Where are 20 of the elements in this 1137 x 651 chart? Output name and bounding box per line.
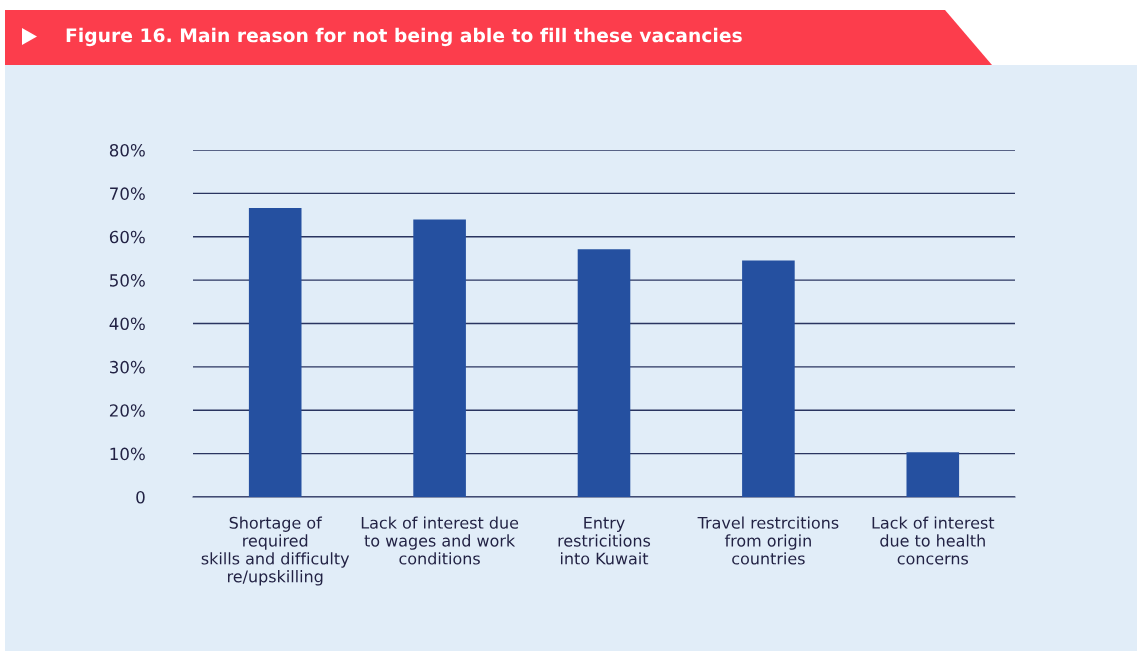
y-tick-label: 70% [110, 187, 145, 200]
x-tick-label: Shortage of required skills and difficulty re/upskilling [201, 516, 350, 586]
y-tick-label: 50% [110, 274, 145, 287]
bar [413, 219, 466, 497]
bar [742, 260, 795, 497]
y-tick-label: 0 [136, 490, 145, 504]
x-tick-label: Lack of interest due to wages and work conditions [361, 516, 519, 565]
y-tick-label: 80% [109, 143, 145, 157]
y-tick-label: 60% [109, 230, 145, 244]
x-tick-label: Travel restrcitions from origin countries [697, 516, 839, 565]
bar [248, 208, 302, 497]
y-tick-label: 30% [110, 360, 145, 374]
bar [577, 249, 631, 497]
chart-title: Figure 16. Main reason for not being able to fill these vacancies [66, 27, 742, 47]
x-tick-label: Lack of interest due to health concerns [872, 516, 995, 565]
y-tick-label: 20% [109, 404, 145, 417]
y-tick-label: 40% [109, 317, 145, 331]
x-tick-label: Entry restricitions into Kuwait [558, 516, 651, 565]
y-tick-label: 10% [110, 447, 145, 461]
bar [906, 452, 960, 497]
